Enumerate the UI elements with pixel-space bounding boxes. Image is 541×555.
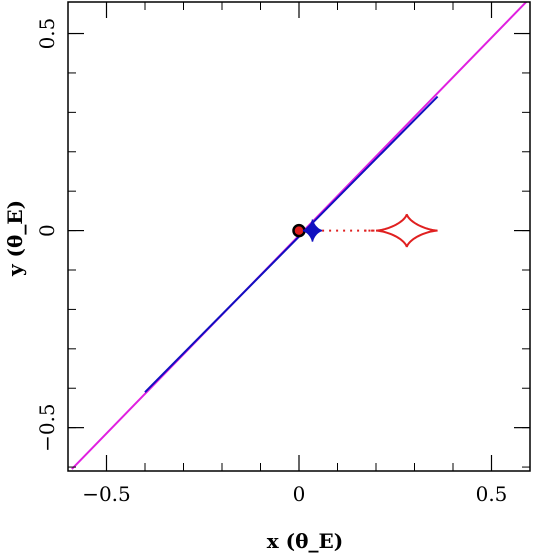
y-tick-label: 0.5: [35, 18, 59, 50]
small-caustic: [302, 219, 323, 242]
x-tick-label: −0.5: [82, 482, 131, 506]
large-caustic: [376, 213, 438, 248]
data-layer: [71, 2, 528, 470]
x-axis-label: x (θ_E): [267, 529, 343, 553]
x-tick-label: 0.5: [476, 482, 508, 506]
axes: −0.5 0 0.5 −0.5 0 0.5: [35, 1, 531, 506]
x-tick-label: 0: [293, 482, 306, 506]
y-axis-label: y (θ_E): [3, 200, 27, 277]
plot-area: [71, 2, 528, 470]
trajectory-line-inner: [144, 95, 439, 393]
y-tick-label: 0: [35, 224, 59, 237]
y-tick-label: −0.5: [35, 403, 59, 452]
